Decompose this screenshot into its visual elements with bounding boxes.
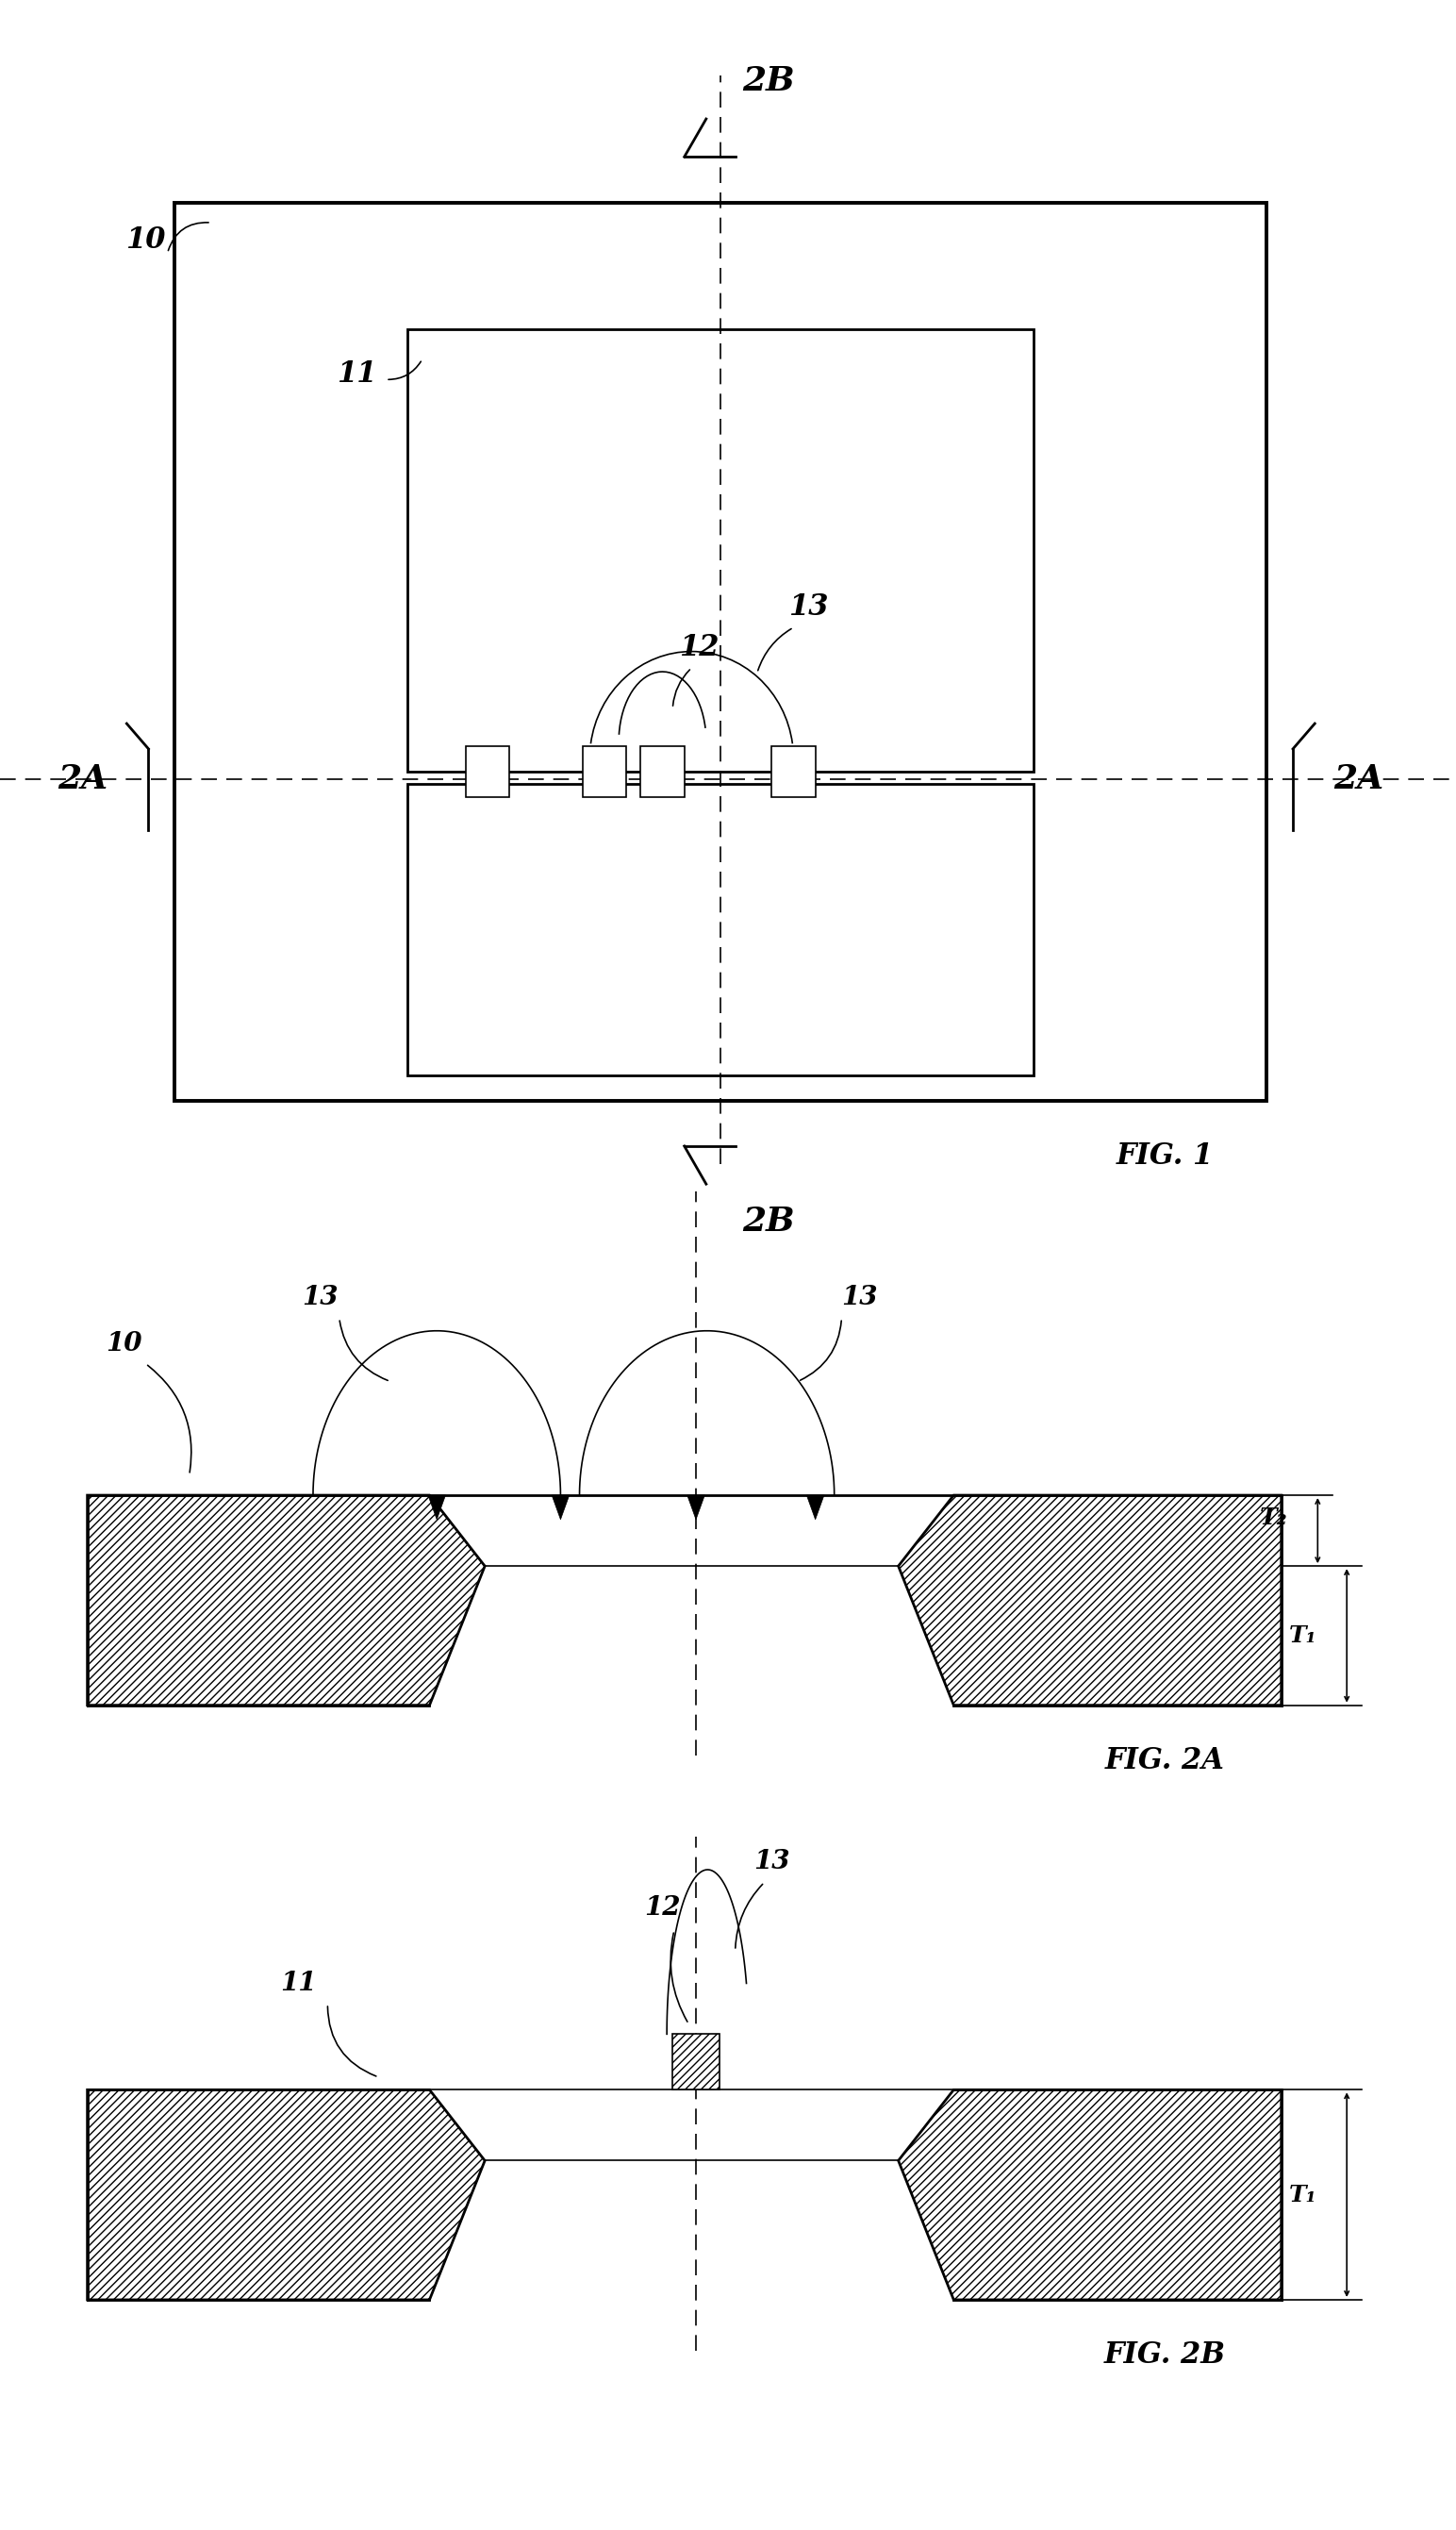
Text: FIG. 1: FIG. 1	[1117, 1141, 1213, 1171]
FancyArrowPatch shape	[169, 223, 208, 250]
Text: FIG. 2A: FIG. 2A	[1105, 1746, 1224, 1776]
Polygon shape	[552, 1495, 569, 1521]
Polygon shape	[807, 1495, 824, 1521]
Text: T₁: T₁	[1289, 1624, 1318, 1647]
FancyArrowPatch shape	[389, 362, 421, 379]
Text: 11: 11	[281, 1971, 316, 1996]
Bar	[582, 746, 626, 797]
Text: 2A: 2A	[58, 764, 108, 794]
FancyArrowPatch shape	[735, 1885, 763, 1948]
Bar	[466, 746, 510, 797]
Polygon shape	[428, 1495, 446, 1521]
FancyArrowPatch shape	[339, 1321, 387, 1381]
Polygon shape	[87, 2090, 485, 2300]
Polygon shape	[87, 1495, 485, 1705]
FancyArrowPatch shape	[673, 670, 690, 706]
Text: T₂: T₂	[1259, 1508, 1289, 1528]
Text: 10: 10	[125, 225, 166, 256]
Text: FIG. 2B: FIG. 2B	[1104, 2340, 1226, 2371]
Text: 2B: 2B	[743, 1207, 795, 1237]
Text: 13: 13	[788, 592, 828, 622]
FancyArrowPatch shape	[801, 1321, 842, 1381]
Text: 10: 10	[106, 1331, 141, 1356]
FancyArrowPatch shape	[759, 630, 791, 670]
Text: 12: 12	[645, 1895, 680, 1920]
Bar	[408, 784, 1034, 1075]
Bar	[641, 746, 684, 797]
Text: T₁: T₁	[1289, 2183, 1318, 2206]
Text: 13: 13	[303, 1285, 338, 1311]
Text: 13: 13	[842, 1285, 877, 1311]
Text: 11: 11	[336, 359, 377, 390]
FancyArrowPatch shape	[671, 1933, 687, 2021]
Text: 13: 13	[754, 1849, 789, 1875]
FancyArrowPatch shape	[147, 1366, 191, 1472]
Text: 12: 12	[678, 632, 719, 663]
Polygon shape	[898, 2090, 1281, 2300]
Bar	[408, 329, 1034, 772]
Polygon shape	[687, 1495, 705, 1521]
Bar	[175, 202, 1267, 1101]
Text: 2B: 2B	[743, 66, 795, 96]
FancyArrowPatch shape	[328, 2006, 376, 2077]
Bar	[673, 2034, 719, 2090]
Polygon shape	[898, 1495, 1281, 1705]
Bar	[772, 746, 815, 797]
Text: 2A: 2A	[1334, 764, 1383, 794]
